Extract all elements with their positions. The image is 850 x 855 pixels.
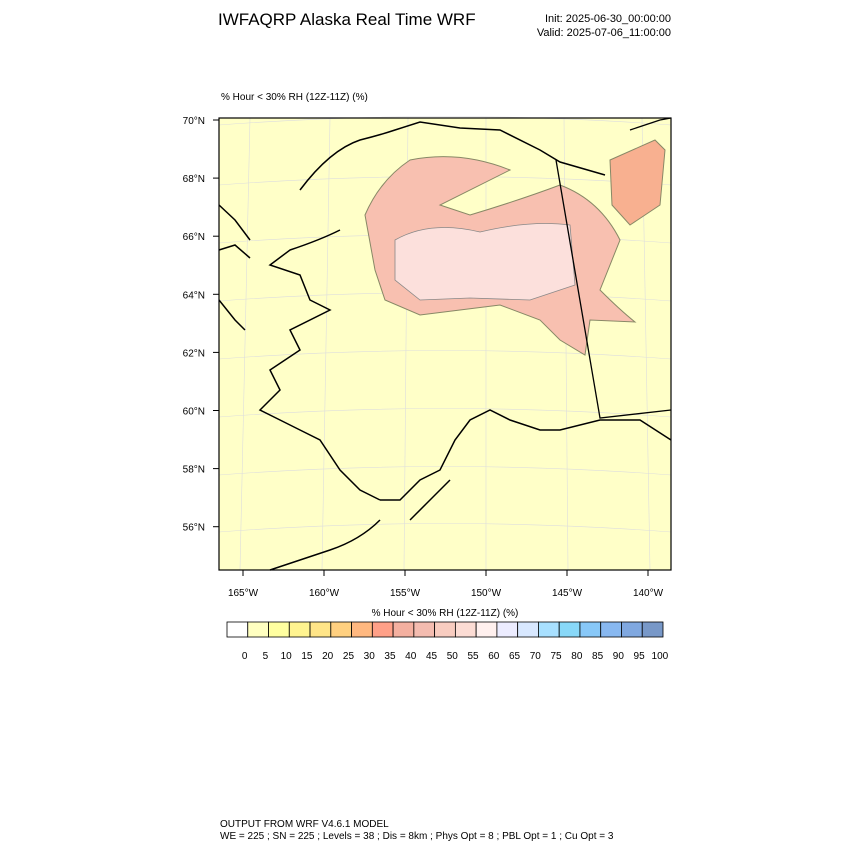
colorbar-box — [600, 621, 622, 638]
lon-label: 140°W — [633, 588, 664, 599]
colorbar-label: 5 — [263, 651, 269, 662]
lon-label: 145°W — [552, 588, 583, 599]
colorbar-box — [475, 621, 498, 638]
colorbar-box — [351, 621, 373, 638]
colorbar-box — [579, 621, 602, 638]
lon-label: 160°W — [309, 588, 340, 599]
colorbar-box — [226, 621, 249, 638]
lon-label: 155°W — [390, 588, 421, 599]
lat-label: 68°N — [183, 174, 205, 185]
colorbar-box — [392, 621, 415, 638]
colorbar-label: 40 — [405, 651, 417, 662]
colorbar-label: 50 — [447, 651, 459, 662]
map — [218, 116, 672, 571]
colorbar-label: 10 — [281, 651, 293, 662]
colorbar-box — [641, 621, 664, 638]
lat-label: 62°N — [183, 348, 205, 359]
colorbar-label: 100 — [652, 651, 669, 662]
colorbar-label: 60 — [488, 651, 500, 662]
colorbar-label: 65 — [509, 651, 521, 662]
colorbar-box — [538, 621, 560, 638]
lat-label: 70°N — [183, 116, 205, 127]
colorbar-box — [413, 621, 436, 638]
colorbar-label: 45 — [426, 651, 438, 662]
lat-label: 60°N — [183, 407, 205, 418]
title: IWFAQRP Alaska Real Time WRF — [218, 10, 476, 29]
colorbar-label: 80 — [571, 651, 583, 662]
lon-label: 150°W — [471, 588, 502, 599]
colorbar-box — [288, 621, 311, 638]
lat-label: 56°N — [183, 523, 205, 534]
colorbar-label: 55 — [467, 651, 479, 662]
colorbar-label: 15 — [301, 651, 313, 662]
colorbar-label: 30 — [364, 651, 376, 662]
colorbar-box — [517, 621, 539, 638]
colorbar-box — [496, 621, 519, 638]
lon-label: 165°W — [228, 588, 259, 599]
footer-line: OUTPUT FROM WRF V4.6.1 MODEL — [220, 819, 389, 830]
colorbar-title: % Hour < 30% RH (12Z-11Z) (%) — [372, 608, 519, 619]
colorbar-box — [558, 621, 581, 638]
colorbar-label: 90 — [613, 651, 625, 662]
colorbar-box — [309, 621, 332, 638]
plot-title: % Hour < 30% RH (12Z-11Z) (%) — [221, 92, 368, 103]
colorbar-label: 95 — [634, 651, 646, 662]
lat-label: 66°N — [183, 232, 205, 243]
colorbar-box — [621, 621, 643, 638]
colorbar-box — [247, 621, 269, 638]
colorbar-label: 20 — [322, 651, 334, 662]
colorbar-box — [371, 621, 394, 638]
colorbar-label: 25 — [343, 651, 355, 662]
colorbar-box — [454, 621, 477, 638]
footer-line: WE = 225 ; SN = 225 ; Levels = 38 ; Dis … — [220, 831, 614, 842]
colorbar-label: 70 — [530, 651, 542, 662]
lat-label: 64°N — [183, 290, 205, 301]
colorbar-label: 35 — [384, 651, 396, 662]
init-time: Init: 2025-06-30_00:00:00 — [545, 13, 671, 25]
colorbar-label: 0 — [242, 651, 248, 662]
colorbar-box — [434, 621, 456, 638]
colorbar-box — [268, 621, 290, 638]
colorbar-box — [330, 621, 352, 638]
colorbar-label: 85 — [592, 651, 604, 662]
lat-label: 58°N — [183, 465, 205, 476]
valid-time: Valid: 2025-07-06_11:00:00 — [537, 27, 671, 39]
colorbar: 0 5 10 15 20 25 30 35 40 45 50 55 60 65 70 75 80 85 90 95 10… — [226, 621, 669, 662]
colorbar-label: 75 — [551, 651, 563, 662]
